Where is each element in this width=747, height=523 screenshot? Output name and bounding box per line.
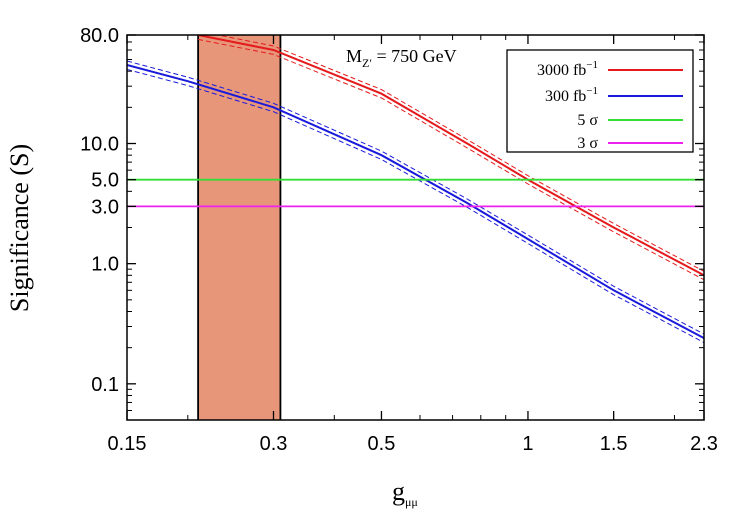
y-axis-title: Significance (S): [5, 144, 34, 312]
legend-label-0-sup: −1: [586, 59, 598, 71]
x-tick-label: 0.15: [108, 433, 147, 455]
series-0-line: [197, 35, 704, 277]
x-axis-title: gμμ: [392, 477, 418, 509]
x-tick-label: 1: [522, 433, 533, 455]
legend-label-0: 3000 fb−1: [537, 59, 598, 79]
legend-label-1-sup: −1: [586, 85, 598, 97]
mass-annotation-rest: = 750 GeV: [372, 46, 457, 66]
legend-label-2-main: 5 σ: [577, 112, 598, 129]
y-tick-label: 1.0: [91, 254, 119, 276]
x-axis-title-main: g: [392, 477, 405, 506]
legend-label-1: 300 fb−1: [545, 85, 598, 105]
legend-label-0-main: 3000 fb: [537, 62, 586, 79]
legend-label-3: 3 σ: [577, 135, 598, 152]
y-tick-label: 5.0: [91, 170, 119, 192]
legend-label-2: 5 σ: [577, 112, 598, 129]
series-1-upper-band: [127, 60, 704, 335]
x-tick-label: 0.3: [260, 433, 288, 455]
x-tick-label: 1.5: [600, 433, 628, 455]
shaded-band: [198, 35, 281, 420]
y-tick-label: 3.0: [91, 196, 119, 218]
y-tick-label: 0.1: [91, 374, 119, 396]
series-0-lower-band: [198, 38, 704, 281]
y-tick-label: 10.0: [80, 134, 119, 156]
series-1-lower-band: [127, 68, 704, 343]
shaded-band-layer: [197, 35, 282, 420]
mass-annotation-main: M: [346, 46, 362, 66]
x-tick-label: 2.3: [690, 433, 718, 455]
mass-annotation: MZ′ = 750 GeV: [346, 46, 457, 70]
x-axis-title-sub: μμ: [405, 495, 418, 509]
mass-annotation-sub: Z′: [362, 56, 372, 70]
legend-label-1-main: 300 fb: [545, 88, 586, 105]
y-tick-label: 80.0: [80, 25, 119, 47]
legend-label-3-main: 3 σ: [577, 135, 598, 152]
series-0-upper-band: [215, 35, 704, 272]
legend-box: [506, 49, 694, 153]
tick-layer: 0.15 0.3 0.5 1 1.5 2.3 0.1 1.0 3.0 5.0 10.0 80.0: [80, 25, 718, 455]
series-layer: [127, 35, 704, 343]
x-tick-label: 0.5: [368, 433, 396, 455]
